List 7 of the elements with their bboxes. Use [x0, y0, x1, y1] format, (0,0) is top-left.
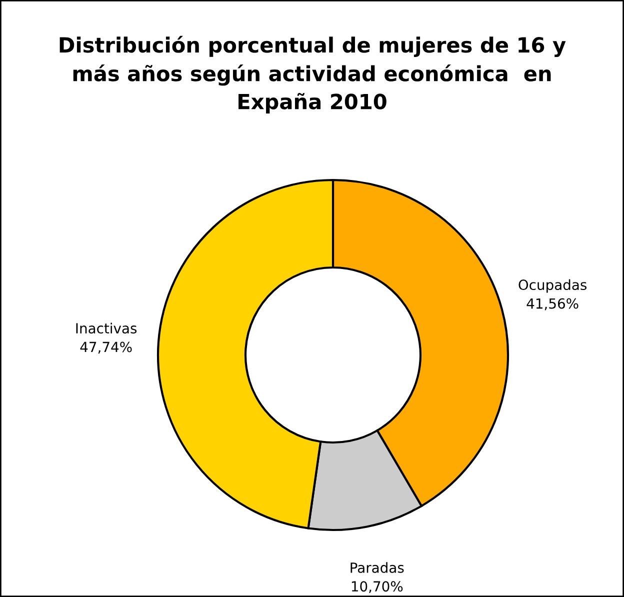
slice-label: Ocupadas: [518, 279, 586, 293]
slice-label: Inactivas: [76, 322, 137, 334]
slice-label: Paradas: [350, 562, 404, 573]
data-label: 10,70%: [352, 581, 403, 594]
data-label: 41,56%: [526, 298, 578, 310]
data-label: 47,74%: [80, 342, 132, 354]
chart-title: Distribución porcentual de mujeres de 16 y más años según actividad económica en Expaña 2010: [60, 36, 566, 114]
